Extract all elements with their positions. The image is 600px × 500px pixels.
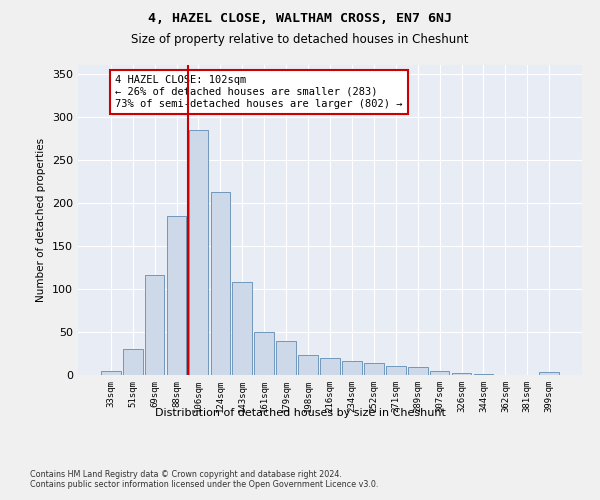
Bar (452, 374, 472, 375)
Text: Contains HM Land Registry data © Crown copyright and database right 2024.
Contai: Contains HM Land Registry data © Crown c… (30, 470, 379, 490)
Bar (320, 358, 340, 375)
Text: 4 HAZEL CLOSE: 102sqm
← 26% of detached houses are smaller (283)
73% of semi-det: 4 HAZEL CLOSE: 102sqm ← 26% of detached … (115, 76, 403, 108)
Bar (145, 275, 164, 375)
Bar (473, 374, 493, 375)
Bar (386, 366, 406, 375)
Bar (408, 367, 428, 375)
Bar (101, 370, 121, 375)
Bar (167, 216, 187, 375)
Bar (188, 130, 208, 375)
Bar (211, 192, 230, 375)
Text: Distribution of detached houses by size in Cheshunt: Distribution of detached houses by size … (155, 408, 445, 418)
Text: Size of property relative to detached houses in Cheshunt: Size of property relative to detached ho… (131, 32, 469, 46)
Bar (123, 349, 143, 375)
Bar (364, 363, 384, 375)
Text: 4, HAZEL CLOSE, WALTHAM CROSS, EN7 6NJ: 4, HAZEL CLOSE, WALTHAM CROSS, EN7 6NJ (148, 12, 452, 26)
Y-axis label: Number of detached properties: Number of detached properties (37, 138, 46, 302)
Bar (232, 282, 252, 375)
Bar (430, 370, 449, 375)
Bar (539, 372, 559, 375)
Bar (298, 355, 318, 375)
Bar (254, 332, 274, 375)
Bar (276, 340, 296, 375)
Bar (342, 361, 362, 375)
